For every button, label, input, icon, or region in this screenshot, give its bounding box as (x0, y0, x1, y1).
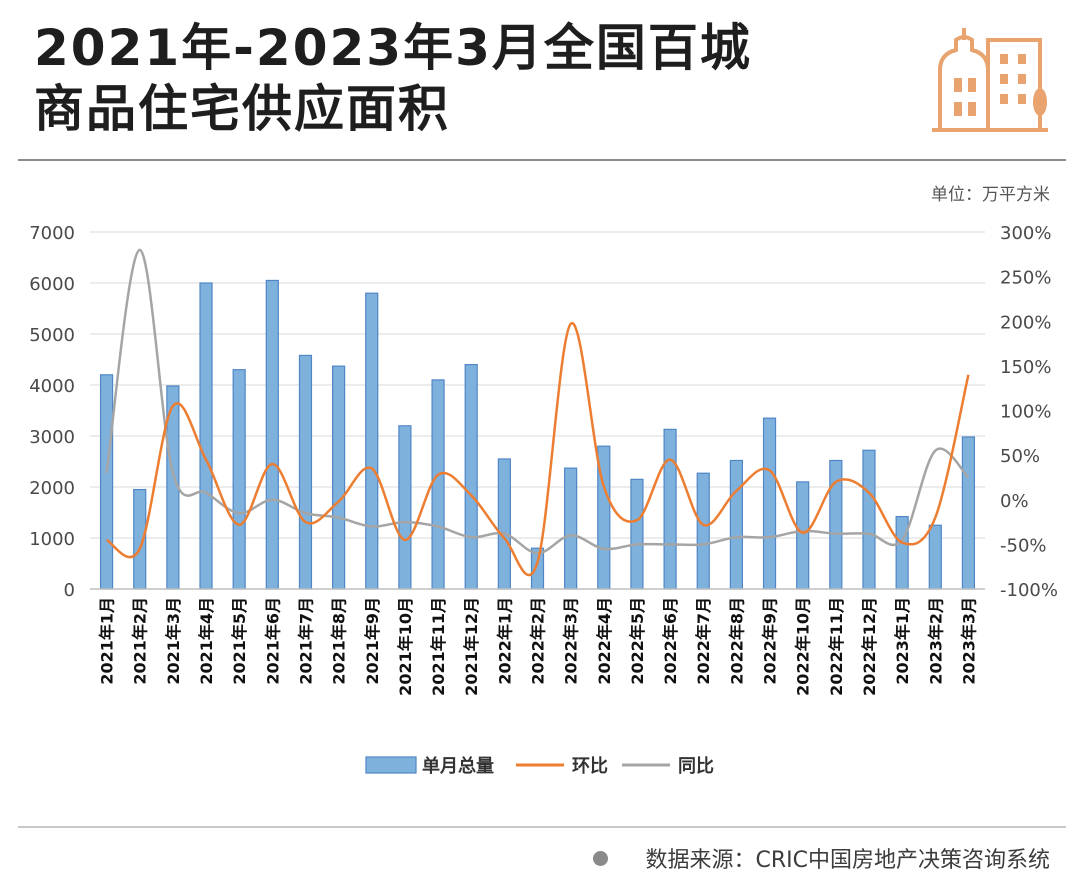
x-tick-label: 2023年3月 (959, 597, 978, 685)
y-left-tick-label: 0 (64, 580, 75, 601)
title-line-2: 商品住宅供应面积 (34, 80, 450, 138)
legend-bar-swatch (365, 756, 417, 774)
y-right-tick-label: 150% (1000, 357, 1051, 378)
y-right-tick-label: 250% (1000, 268, 1051, 289)
x-tick-label: 2021年3月 (164, 597, 183, 685)
y-right-tick-label: 0% (1000, 491, 1029, 512)
y-right-tick-label: 200% (1000, 312, 1051, 333)
x-tick-label: 2022年10月 (794, 597, 813, 696)
city-buildings-icon (932, 28, 1048, 132)
x-tick-label: 2023年1月 (893, 597, 912, 685)
y-right-tick-label: 50% (1000, 446, 1040, 467)
bar-2021年1月 (99, 374, 114, 590)
bar-2023年2月 (928, 524, 942, 590)
y-right-tick-label: -50% (1000, 535, 1047, 556)
x-tick-label: 2022年2月 (529, 597, 548, 685)
bullet-dot-icon (592, 850, 608, 866)
yoy-line (105, 248, 970, 555)
x-tick-label: 2022年3月 (562, 597, 581, 685)
title-line-1: 2021年-2023年3月全国百城 (34, 19, 752, 77)
y-left-tick-label: 3000 (29, 427, 75, 448)
bar-2022年9月 (762, 417, 777, 590)
y-left-tick-label: 4000 (29, 376, 75, 397)
x-tick-label: 2021年12月 (462, 597, 481, 696)
x-tick-label: 2022年5月 (628, 597, 647, 685)
y-right-tick-label: 100% (1000, 402, 1051, 423)
x-tick-label: 2022年6月 (661, 597, 680, 685)
footer-divider (18, 826, 1066, 828)
x-tick-label: 2022年1月 (495, 597, 514, 685)
unit-label: 单位：万平方米 (931, 185, 1050, 205)
bar-2022年1月 (497, 458, 511, 590)
bar-series (99, 279, 976, 590)
x-tick-label: 2022年8月 (727, 597, 746, 685)
legend-label-mom: 环比 (572, 756, 608, 777)
x-tick-label: 2022年7月 (694, 597, 713, 685)
x-tick-label: 2021年10月 (396, 597, 415, 696)
x-tick-label: 2021年7月 (296, 597, 315, 685)
mom-line (105, 322, 970, 577)
y-right-tick-label: 300% (1000, 223, 1051, 244)
bar-2021年10月 (398, 425, 412, 590)
bar-2021年7月 (298, 354, 313, 590)
source-note: 数据来源：CRIC中国房地产决策咨询系统 (592, 842, 1051, 874)
bar-2022年5月 (630, 478, 644, 590)
bar-2022年12月 (862, 449, 876, 590)
x-tick-label: 2023年2月 (926, 597, 945, 685)
axis-ticks: 0 1000 2000 3000 4000 5000 6000 7000 -100% -50% 0%… (29, 223, 1058, 696)
bar-2021年12月 (464, 364, 478, 590)
y-left-tick-label: 1000 (29, 529, 75, 550)
x-tick-label: 2021年8月 (330, 597, 349, 685)
y-left-tick-label: 5000 (29, 325, 75, 346)
x-tick-label: 2021年1月 (98, 597, 117, 685)
bar-2022年10月 (796, 481, 810, 590)
x-tick-label: 2021年2月 (131, 597, 150, 685)
bar-2023年1月 (895, 515, 909, 590)
bar-2021年4月 (199, 282, 213, 590)
title-divider (18, 159, 1066, 161)
supply-chart: 0 1000 2000 3000 4000 5000 6000 7000 -100% -50% 0%… (29, 223, 1058, 777)
x-tick-label: 2021年6月 (263, 597, 282, 685)
gridlines (90, 231, 985, 590)
bar-2021年6月 (265, 279, 279, 590)
legend-label-total: 单月总量 (422, 755, 494, 777)
line-series (105, 248, 970, 577)
x-tick-label: 2021年9月 (363, 597, 382, 685)
x-tick-label: 2022年4月 (595, 597, 614, 685)
bar-2021年9月 (365, 292, 379, 590)
x-tick-label: 2022年12月 (860, 597, 879, 696)
page-title: 2021年-2023年3月全国百城 商品住宅供应面积 (34, 18, 752, 140)
y-left-tick-label: 7000 (29, 223, 75, 244)
bar-2023年3月 (961, 436, 976, 590)
legend-label-yoy: 同比 (678, 756, 714, 777)
x-tick-label: 2021年4月 (197, 597, 216, 685)
bar-2021年11月 (431, 379, 445, 590)
bar-2022年8月 (729, 459, 743, 590)
y-left-tick-label: 2000 (29, 478, 75, 499)
bar-2022年3月 (564, 467, 578, 590)
source-text: 数据来源：CRIC中国房地产决策咨询系统 (645, 848, 1051, 873)
x-tick-label: 2021年5月 (230, 597, 249, 685)
y-left-tick-label: 6000 (29, 274, 75, 295)
bar-2022年6月 (663, 428, 677, 590)
bar-2022年7月 (696, 472, 710, 590)
y-right-tick-label: -100% (1000, 580, 1058, 601)
legend: 单月总量 环比 同比 (365, 755, 714, 777)
bar-2021年8月 (332, 365, 346, 590)
x-tick-label: 2022年9月 (761, 597, 780, 685)
bar-2021年5月 (232, 369, 246, 590)
x-tick-label: 2022年11月 (827, 597, 846, 696)
x-tick-label: 2021年11月 (429, 597, 448, 696)
